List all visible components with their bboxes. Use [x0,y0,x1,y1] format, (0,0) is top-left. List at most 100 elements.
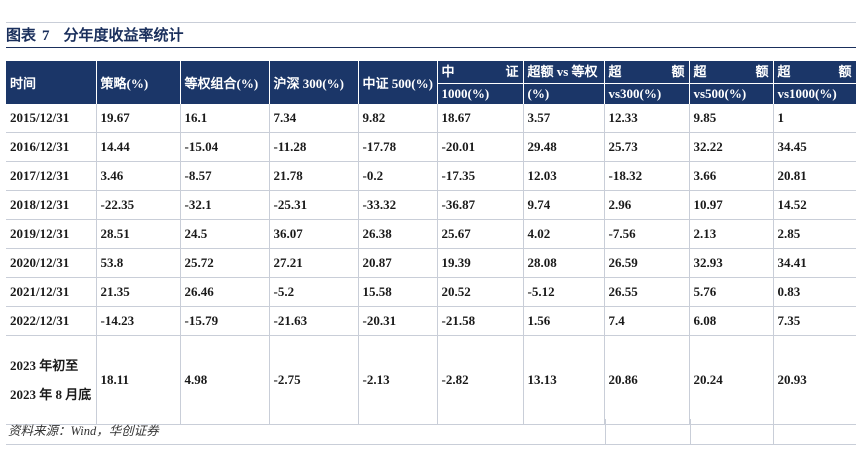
table-cell-value: 28.08 [523,248,605,278]
table-cell-value: 14.44 [96,132,181,162]
table-cell-value: -25.31 [269,190,359,220]
figure-number: 7 [42,28,50,44]
table-cell-value: 20.52 [437,277,524,307]
table-cell-value: 18.67 [437,104,524,133]
table-row: 2017/12/31 3.46 -8.57 21.78 -0.2 -17.35 12.03-… [6,161,856,191]
table-cell-value: 20.81 [773,161,856,191]
table-cell-value: 7.34 [269,104,359,133]
header-time: 时间 [6,61,97,104]
table-cell-value: -20.01 [437,132,524,162]
table-row: 2018/12/31 -22.35 -32.1 -25.31 -33.32 -36.87 9… [6,190,856,220]
header-csi300: 沪深 300(%) [269,61,359,104]
table-cell-value: 53.8 [96,248,181,278]
table-cell-value: -17.78 [358,132,438,162]
table-cell-date: 2017/12/31 [6,161,97,191]
table-cell-value: 4.02 [523,219,605,249]
table-cell-value: 26.59 [604,248,690,278]
annual-returns-table: 时间 策略(%) 等权组合(%) 沪深 300(%) 中证 500(%) 中证 … [6,61,856,425]
table-cell-value: -7.56 [604,219,690,249]
table-cell-value: 2.96 [604,190,690,220]
table-cell-value: 25.73 [604,132,690,162]
table-cell-value: 7.4 [604,306,690,336]
table-cell-value: 1.56 [523,306,605,336]
table-cell-value: -22.35 [96,190,181,220]
table-cell-value: 34.45 [773,132,856,162]
table-row: 2019/12/31 28.51 24.5 36.07 26.38 25.67 4.02 -7… [6,219,856,249]
table-cell-value: -15.04 [180,132,270,162]
table-cell-value: 19.67 [96,104,181,133]
table-cell-value: 18.11 [96,335,181,425]
table-row: 2022/12/31 -14.23 -15.79 -21.63 -20.31 -21.58… [6,306,856,336]
figure-label: 图表 [6,28,37,44]
header-equal-weight: 等权组合(%) [180,61,270,104]
table-cell-value: 19.39 [437,248,524,278]
table-cell-date: 2021/12/31 [6,277,97,307]
table-cell-value: 20.86 [604,335,690,425]
table-cell-value: 26.55 [604,277,690,307]
table-cell-value: 12.33 [604,104,690,133]
table-cell-value: 21.78 [269,161,359,191]
table-cell-value: 9.82 [358,104,438,133]
table-cell-value: 25.67 [437,219,524,249]
table-cell-value: 32.93 [689,248,774,278]
table-cell-value: 7.35 [773,306,856,336]
table-cell-value: 4.98 [180,335,270,425]
table-row: 2020/12/31 53.8 25.72 27.21 20.87 19.39 28.08 2… [6,248,856,278]
header-excess-vs300: 超额 vs300(%) [604,61,690,104]
table-cell-value: -11.28 [269,132,359,162]
table-cell-value: 5.76 [689,277,774,307]
table-cell-value: -21.58 [437,306,524,336]
table-cell-value: -2.75 [269,335,359,425]
table-cell-value: 20.93 [773,335,856,425]
table-row: 2023 年初至 2023 年 8 月底 18.11 4.98 -2.75 -2.13-… [6,335,856,425]
table-cell-value: -2.82 [437,335,524,425]
table-cell-value: -14.23 [96,306,181,336]
figure-caption: 分年度收益率统计 [63,28,184,44]
table-cell-date: 2015/12/31 [6,104,97,133]
table-cell-value: -20.31 [358,306,438,336]
table-cell-value: -21.63 [269,306,359,336]
header-excess-vs500: 超额 vs500(%) [689,61,774,104]
table-cell-date: 2022/12/31 [6,306,97,336]
table-cell-date: 2020/12/31 [6,248,97,278]
table-cell-value: 21.35 [96,277,181,307]
table-cell-value: -5.12 [523,277,605,307]
table-cell-value: -18.32 [604,161,690,191]
table-cell-value: 10.97 [689,190,774,220]
table-row: 2016/12/31 14.44 -15.04 -11.28 -17.78 -20.01 2… [6,132,856,162]
table-cell-date: 2018/12/31 [6,190,97,220]
table-cell-value: 34.41 [773,248,856,278]
table-cell-value: 12.03 [523,161,605,191]
table-cell-value: 15.58 [358,277,438,307]
table-cell-date: 2016/12/31 [6,132,97,162]
header-excess-vs1000: 超额 vs1000(%) [773,61,856,104]
table-cell-value: -33.32 [358,190,438,220]
table-cell-value: 6.08 [689,306,774,336]
table-cell-value: 26.46 [180,277,270,307]
table-header-row: 时间 策略(%) 等权组合(%) 沪深 300(%) 中证 500(%) 中证 … [6,61,856,104]
table-cell-value: 24.5 [180,219,270,249]
table-cell-value: 20.24 [689,335,774,425]
table-row: 2021/12/31 21.35 26.46 -5.2 15.58 20.52 -5.12 2… [6,277,856,307]
table-cell-value: 16.1 [180,104,270,133]
header-csi500: 中证 500(%) [358,61,438,104]
table-cell-value: 9.74 [523,190,605,220]
table-cell-value: 2.13 [689,219,774,249]
table-cell-value: 1 [773,104,856,133]
table-cell-value: 3.66 [689,161,774,191]
table-row: 2015/12/31 19.67 16.1 7.34 9.82 18.67 3.57 12.3… [6,104,856,133]
header-csi1000: 中证 1000(%) [437,61,524,104]
header-strategy: 策略(%) [96,61,181,104]
figure-title: 图表 7 分年度收益率统计 [6,22,856,48]
table-cell-value: -0.2 [358,161,438,191]
source-note: 资料来源：Wind，华创证券 [8,424,159,438]
table-cell-value: 25.72 [180,248,270,278]
table-cell-date: 2023 年初至 2023 年 8 月底 [6,335,97,425]
table-cell-date: 2019/12/31 [6,219,97,249]
source-note-row: 资料来源：Wind，华创证券 [6,419,856,445]
header-excess-vs-equal: 超额 vs 等权 (%) [523,61,605,104]
table-cell-value: -8.57 [180,161,270,191]
table-cell-value: 26.38 [358,219,438,249]
table-cell-value: -17.35 [437,161,524,191]
table-cell-value: -5.2 [269,277,359,307]
